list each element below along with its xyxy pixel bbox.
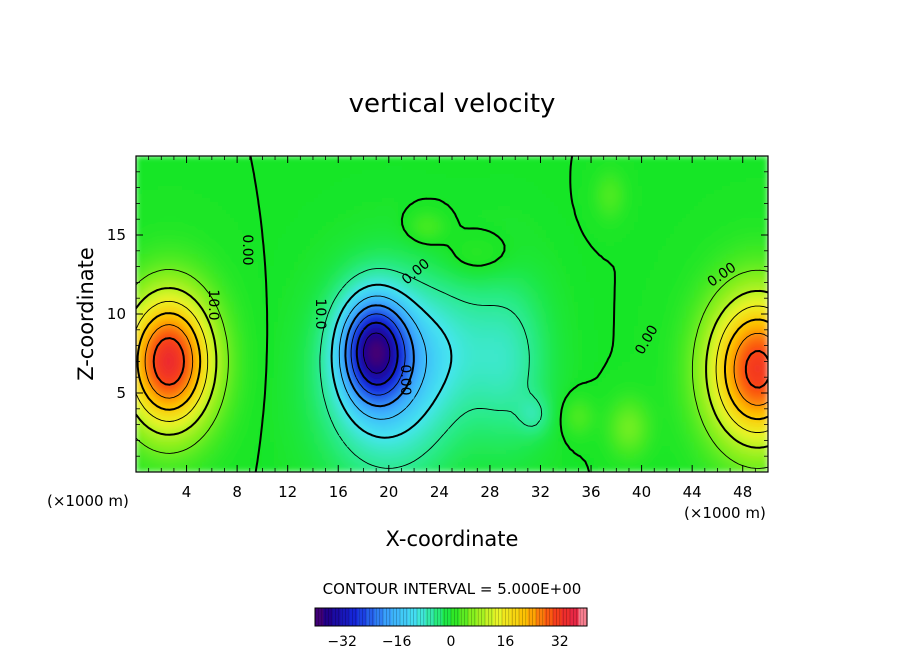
colorbar-swatch — [442, 608, 452, 626]
x-axis-label: X-coordinate — [386, 527, 519, 551]
colorbar-swatch — [502, 608, 512, 626]
contour-line — [152, 337, 768, 389]
colorbar-swatch — [485, 608, 495, 626]
colorbar-swatch — [408, 608, 418, 626]
colorbar-swatch — [451, 608, 461, 626]
x-tick-label: 16 — [329, 483, 348, 501]
colorbar-swatch — [459, 608, 469, 626]
colorbar-swatch — [434, 608, 444, 626]
x-tick-label: 40 — [632, 483, 651, 501]
colorbar-swatch — [332, 608, 342, 626]
contour-label: 0.00 — [239, 234, 255, 265]
colorbar-swatch — [417, 608, 427, 626]
colorbar-swatch — [374, 608, 384, 626]
colorbar — [314, 607, 588, 627]
contour-line — [136, 268, 768, 469]
colorbar-swatch — [323, 608, 333, 626]
colorbar-swatch — [510, 608, 520, 626]
x-unit-right: (×1000 m) — [684, 504, 766, 522]
colorbar-swatch — [544, 608, 554, 626]
colorbar-swatch — [400, 608, 410, 626]
contour-label: 0.00 — [397, 364, 413, 395]
contour-line — [136, 312, 768, 421]
colorbar-swatch — [578, 608, 588, 626]
contour-line — [144, 324, 768, 406]
colorbar-swatch — [553, 608, 563, 626]
contour-interval-label: CONTOUR INTERVAL = 5.000E+00 — [323, 580, 582, 598]
colorbar-ticks: −32 −16 0 16 32 — [327, 634, 568, 650]
colorbar-swatch — [536, 608, 546, 626]
x-tick-label: 12 — [278, 483, 297, 501]
y-tick-label: 5 — [116, 384, 126, 402]
x-tick-label: 8 — [232, 483, 242, 501]
colorbar-tick-label: −16 — [382, 634, 412, 650]
contour-line — [338, 295, 427, 420]
colorbar-swatch — [476, 608, 486, 626]
colorbar-swatch — [570, 608, 580, 626]
colorbar-swatch — [468, 608, 478, 626]
y-axis-label: Z-coordinate — [74, 247, 98, 381]
contour-line — [249, 156, 616, 472]
y-tick-label: 15 — [107, 226, 126, 244]
y-tick-label: 10 — [107, 305, 126, 323]
contour-label: 10.0 — [205, 289, 221, 320]
contour-line — [136, 300, 768, 433]
colorbar-swatch — [366, 608, 376, 626]
colorbar-swatch — [383, 608, 393, 626]
colorbar-tick-label: 0 — [447, 634, 456, 650]
contour-line — [319, 267, 543, 469]
contour-lines — [136, 156, 768, 472]
contour-line — [355, 321, 399, 386]
contour-line — [344, 304, 415, 408]
colorbar-swatch — [425, 608, 435, 626]
colorbar-swatch — [340, 608, 350, 626]
x-unit-left: (×1000 m) — [47, 492, 129, 510]
y-axis: 5 10 15 — [107, 171, 768, 457]
x-tick-label: 24 — [430, 483, 449, 501]
colorbar-swatch — [493, 608, 503, 626]
x-tick-label: 28 — [480, 483, 499, 501]
contour-line — [362, 332, 391, 374]
colorbar-tick-label: 16 — [496, 634, 514, 650]
contour-label: 10.0 — [312, 298, 328, 329]
x-tick-label: 4 — [182, 483, 192, 501]
contour-line — [136, 287, 768, 449]
colorbar-swatch — [519, 608, 529, 626]
x-tick-label: 32 — [531, 483, 550, 501]
colorbar-swatch — [527, 608, 537, 626]
colorbar-frame — [314, 607, 588, 627]
x-axis: 4 8 12 16 20 24 28 32 36 40 44 48 — [148, 156, 756, 501]
colorbar-swatch — [315, 608, 325, 626]
x-tick-label: 44 — [683, 483, 702, 501]
colorbar-tick-label: 32 — [551, 634, 569, 650]
chart-title: vertical velocity — [349, 89, 556, 119]
colorbar-swatch — [349, 608, 359, 626]
contour-line — [330, 283, 453, 439]
colorbar-swatch — [357, 608, 367, 626]
x-tick-label: 20 — [379, 483, 398, 501]
colorbar-swatch — [561, 608, 571, 626]
contour-line — [350, 313, 406, 396]
x-tick-label: 36 — [581, 483, 600, 501]
colorbar-swatch — [391, 608, 401, 626]
x-tick-label: 48 — [733, 483, 752, 501]
colorbar-tick-label: −32 — [327, 634, 357, 650]
